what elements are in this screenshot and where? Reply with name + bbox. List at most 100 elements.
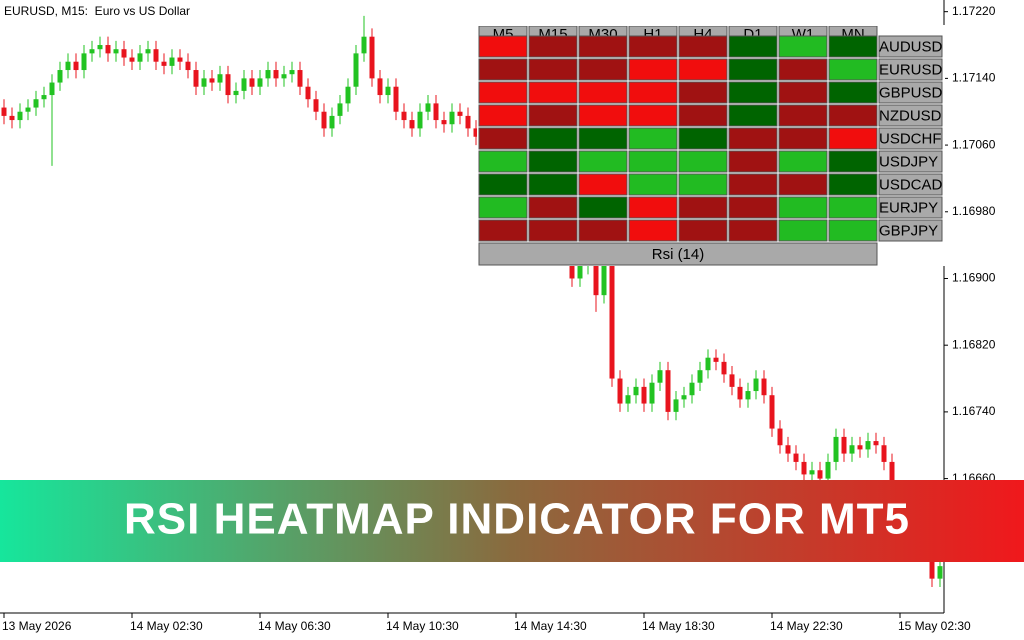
heatmap-cell — [678, 196, 728, 219]
candle-body — [153, 49, 159, 62]
candle-body — [577, 265, 583, 279]
candle-body — [673, 399, 679, 412]
column-header: M30 — [588, 26, 617, 43]
heatmap-cell — [828, 58, 878, 81]
candle-body — [257, 78, 263, 87]
x-tick-label: 14 May 06:30 — [258, 619, 331, 633]
candle-body — [201, 78, 207, 87]
column-header: H4 — [693, 26, 712, 43]
candle-body — [441, 120, 447, 125]
candle-body — [825, 461, 831, 479]
candle-body — [217, 74, 223, 83]
column-header-bg — [728, 26, 778, 36]
heatmap-cell — [728, 35, 778, 58]
candle-body — [881, 445, 887, 462]
heatmap-cell — [728, 196, 778, 219]
column-header: MN — [841, 26, 864, 43]
candle-body — [41, 95, 47, 100]
column-header: M15 — [538, 26, 567, 43]
heatmap-cell — [728, 150, 778, 173]
candle-body — [401, 111, 407, 121]
candle-body — [801, 461, 807, 475]
candle-body — [65, 61, 71, 71]
candle-body — [369, 36, 375, 79]
candle-body — [345, 86, 351, 104]
candle-body — [793, 453, 799, 462]
row-label-bg — [878, 219, 943, 242]
candle-body — [249, 78, 255, 87]
candle-body — [713, 357, 719, 362]
candle-body — [689, 382, 695, 396]
heatmap: M5 M15 M30 H1 H4 D1 W1 MN AUDUSD EURUSD GBPUSD NZDU… — [477, 25, 945, 266]
heatmap-cell — [578, 81, 628, 104]
heatmap-cell — [828, 127, 878, 150]
heatmap-cell — [478, 150, 528, 173]
candle-body — [617, 378, 623, 404]
row-label-bg — [878, 173, 943, 196]
heatmap-cell — [678, 219, 728, 242]
heatmap-cell — [528, 104, 578, 127]
row-label: GBPUSD — [879, 84, 943, 101]
heatmap-cell — [778, 35, 828, 58]
candle-body — [433, 103, 439, 121]
candle-body — [593, 253, 599, 296]
candle-body — [329, 115, 335, 129]
heatmap-cell — [678, 173, 728, 196]
heatmap-cell — [828, 150, 878, 173]
candle-body — [769, 395, 775, 429]
heatmap-footer-bg — [478, 242, 878, 266]
candle-body — [337, 103, 343, 116]
candle-body — [169, 57, 175, 66]
heatmap-cell — [828, 104, 878, 127]
candle-body — [73, 61, 79, 71]
candle-body — [289, 70, 295, 75]
heatmap-cell — [528, 196, 578, 219]
candle-body — [225, 74, 231, 96]
candle-body — [121, 49, 127, 58]
candle-body — [353, 53, 359, 87]
row-label: EURJPY — [879, 199, 938, 216]
candle-body — [785, 445, 791, 454]
heatmap-cell — [628, 104, 678, 127]
heatmap-cell — [528, 127, 578, 150]
candle-body — [657, 370, 663, 383]
candle-body — [17, 111, 23, 121]
banner-text: RSI HEATMAP INDICATOR FOR MT5 — [124, 495, 910, 544]
candle-body — [209, 78, 215, 83]
heatmap-cell — [828, 35, 878, 58]
heatmap-cell — [728, 81, 778, 104]
candle-body — [753, 378, 759, 392]
candle-body — [193, 70, 199, 87]
candle-body — [457, 111, 463, 116]
candle-body — [729, 374, 735, 387]
heatmap-cell — [578, 104, 628, 127]
heatmap-cell — [778, 104, 828, 127]
candle-body — [601, 261, 607, 296]
heatmap-cell — [828, 196, 878, 219]
heatmap-cell — [778, 81, 828, 104]
candle-body — [937, 566, 943, 579]
heatmap-cell — [478, 58, 528, 81]
heatmap-cell — [628, 150, 678, 173]
column-header-bg — [678, 26, 728, 36]
candle-body — [449, 111, 455, 125]
heatmap-cell — [628, 219, 678, 242]
chart-title: EURUSD, M15: Euro vs US Dollar — [4, 4, 190, 18]
heatmap-cell — [528, 150, 578, 173]
heatmap-cell — [778, 219, 828, 242]
candle-body — [25, 107, 31, 112]
heatmap-cell — [728, 104, 778, 127]
heatmap-cell — [528, 81, 578, 104]
candle-body — [49, 82, 55, 96]
heatmap-cell — [728, 58, 778, 81]
candle-body — [273, 70, 279, 79]
candle-body — [737, 386, 743, 400]
heatmap-cell — [528, 35, 578, 58]
row-label: GBPJPY — [879, 222, 938, 239]
candle-body — [609, 261, 615, 379]
candle-body — [241, 78, 247, 91]
heatmap-cell — [678, 81, 728, 104]
candle-body — [129, 57, 135, 62]
candle-body — [361, 36, 367, 54]
heatmap-cell — [828, 173, 878, 196]
